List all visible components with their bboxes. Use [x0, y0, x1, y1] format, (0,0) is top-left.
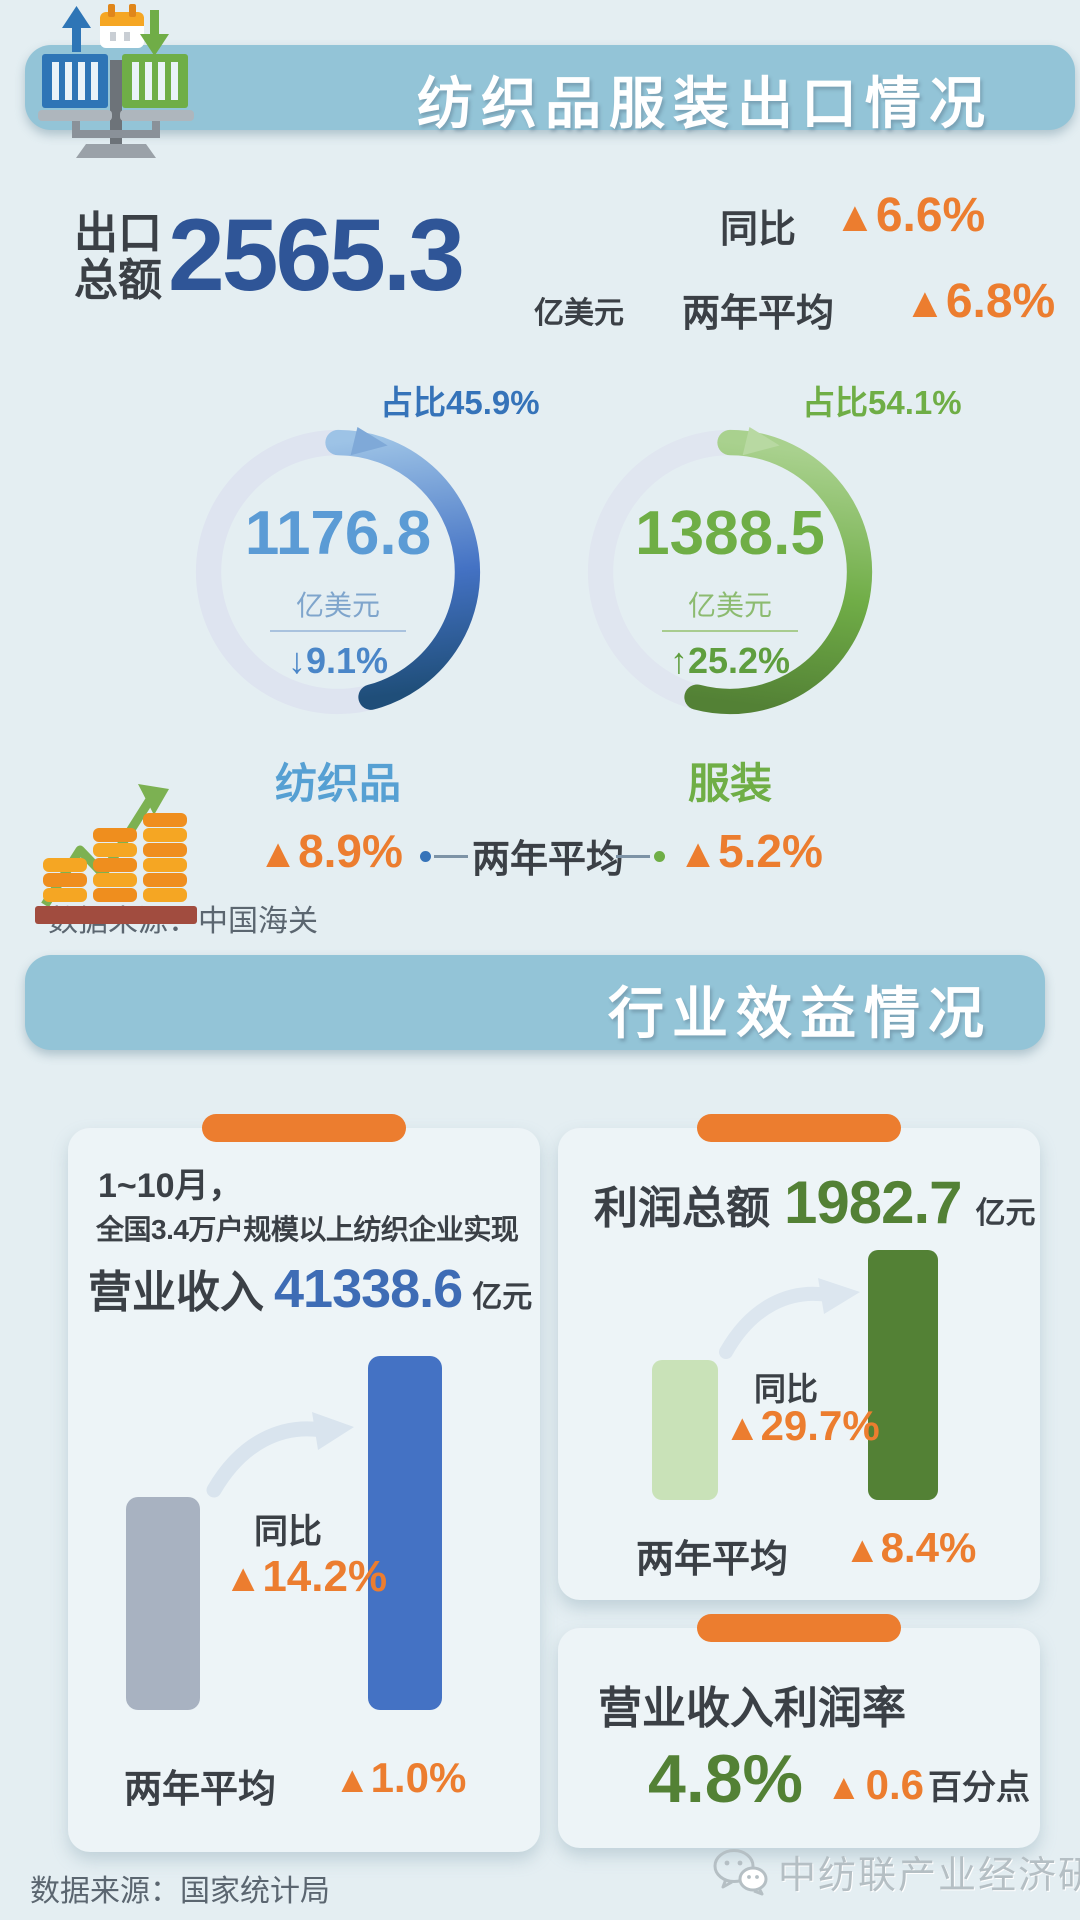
profit-yoy-value: ▲29.7%	[724, 1402, 880, 1449]
connector-line	[434, 855, 468, 858]
textiles-name: 纺织品	[274, 760, 401, 807]
revenue-2yavg-label: 两年平均	[124, 1769, 277, 1811]
textiles-unit: 亿美元	[295, 590, 380, 621]
apparel-value: 1388.5	[635, 499, 825, 568]
profit-current-bar	[868, 1250, 938, 1500]
coins-growth-icon	[35, 784, 197, 924]
export-total-unit: 亿美元	[534, 297, 624, 330]
watermark-org: 中纺联产业经济研究院	[778, 1855, 1080, 1897]
watermark: 中纺联产业经济研究院	[712, 1844, 1080, 1899]
margin-change-unit: 百分点	[928, 1769, 1031, 1807]
textiles-value: 1176.8	[244, 499, 432, 568]
up-triangle-icon: ▲	[844, 1529, 881, 1570]
export-yoy-value: ▲6.6%	[834, 189, 986, 242]
up-triangle-icon: ▲	[904, 279, 946, 326]
industry-section-title: 行业效益情况	[608, 982, 992, 1045]
apparel-unit: 亿美元	[687, 590, 772, 621]
textiles-donut-chart	[195, 426, 481, 715]
donut-arrow-head	[742, 426, 780, 456]
donut-arrow-head	[350, 426, 388, 456]
industry-section-banner	[25, 955, 1045, 1050]
up-triangle-icon: ▲	[258, 830, 299, 876]
export-section-banner	[25, 45, 1075, 130]
growth-arrow-icon	[719, 1278, 860, 1359]
margin-card: 营业收入利润率 4.8% ▲ 0.6 百分点	[558, 1614, 1040, 1848]
industry-data-source: 数据来源：国家统计局	[30, 1875, 330, 1908]
export-total-value: 2565.3	[168, 198, 465, 312]
up-triangle-icon: ▲	[834, 193, 876, 240]
connector-dot-green	[654, 851, 665, 862]
divider	[662, 630, 798, 632]
up-triangle-icon: ▲	[724, 1407, 761, 1448]
textiles-share-label: 占比45.9%	[380, 384, 540, 421]
apparel-2yavg-value: ▲5.2%	[678, 825, 823, 877]
wechat-icon	[713, 1848, 768, 1895]
profit-yoy-label: 同比	[754, 1371, 819, 1407]
profit-2yavg-label: 两年平均	[636, 1539, 789, 1581]
revenue-prev-bar	[126, 1497, 200, 1710]
card-tab	[697, 1114, 901, 1142]
profit-row: 利润总额 1982.7 亿元	[594, 1168, 1036, 1237]
profit-unit: 亿元	[975, 1197, 1036, 1230]
revenue-value: 41338.6	[274, 1259, 463, 1319]
export-2yavg-label: 两年平均	[682, 293, 835, 335]
margin-change: ▲ 0.6 百分点	[826, 1760, 1030, 1809]
card-tab	[697, 1614, 901, 1642]
apparel-name: 服装	[687, 760, 772, 807]
card-tab	[202, 1114, 406, 1142]
export-section-title: 纺织品服装出口情况	[417, 72, 993, 135]
up-triangle-icon: ▲	[826, 1766, 862, 1807]
donuts-2yavg-label: 两年平均	[472, 839, 625, 881]
apparel-change: ↑25.2%	[669, 640, 791, 681]
revenue-yoy-label: 同比	[254, 1513, 322, 1551]
profit-value: 1982.7	[784, 1169, 963, 1236]
profit-label: 利润总额	[594, 1184, 770, 1233]
connector-line	[616, 855, 650, 858]
export-total-label: 出口 总额	[74, 209, 162, 305]
revenue-2yavg-value: ▲1.0%	[334, 1754, 467, 1801]
export-yoy-label: 同比	[720, 209, 797, 251]
revenue-yoy-value: ▲14.2%	[224, 1552, 388, 1601]
revenue-desc: 全国3.4万户规模以上纺织企业实现	[96, 1214, 519, 1245]
margin-label: 营业收入利润率	[598, 1684, 906, 1733]
profit-prev-bar	[652, 1360, 718, 1500]
revenue-unit: 亿元	[472, 1281, 533, 1314]
profit-2yavg-value: ▲8.4%	[844, 1524, 977, 1571]
up-triangle-icon: ▲	[678, 830, 719, 876]
revenue-label: 营业收入	[88, 1268, 264, 1317]
export-2yavg-value: ▲6.8%	[904, 275, 1056, 328]
up-triangle-icon: ▲	[224, 1557, 263, 1600]
margin-change-value: 0.6	[865, 1761, 925, 1808]
revenue-row: 营业收入 41338.6 亿元	[88, 1256, 532, 1320]
margin-value: 4.8%	[648, 1741, 803, 1817]
connector-dot-blue	[420, 851, 431, 862]
apparel-donut-chart	[587, 426, 873, 715]
profit-card: 利润总额 1982.7 亿元 同比 ▲29.7% 两年平均 ▲8.4%	[558, 1114, 1040, 1600]
trade-balance-icon	[38, 4, 194, 158]
apparel-share-label: 占比54.1%	[802, 384, 962, 421]
textiles-change: ↓9.1%	[287, 640, 389, 681]
revenue-current-bar	[368, 1356, 442, 1710]
divider	[270, 630, 406, 632]
up-triangle-icon: ▲	[334, 1759, 371, 1800]
textiles-2yavg-value: ▲8.9%	[258, 825, 403, 877]
growth-arrow-icon	[206, 1412, 354, 1498]
revenue-period: 1~10月，	[98, 1167, 243, 1205]
revenue-card: 1~10月， 全国3.4万户规模以上纺织企业实现 营业收入 41338.6 亿元…	[68, 1114, 540, 1852]
